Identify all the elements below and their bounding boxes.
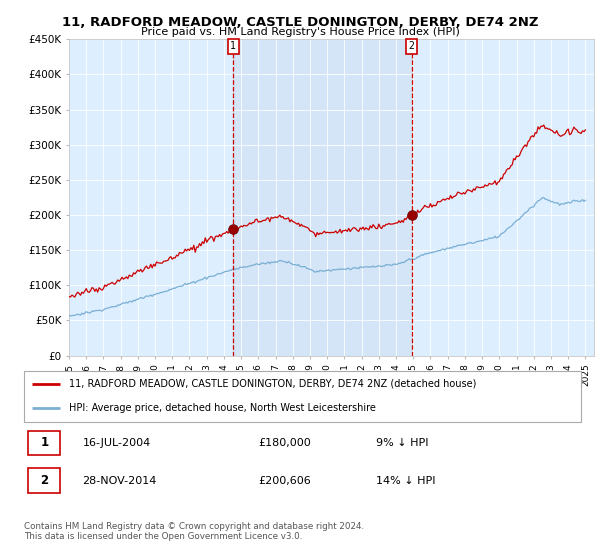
Text: HPI: Average price, detached house, North West Leicestershire: HPI: Average price, detached house, Nort… [68, 403, 376, 413]
Text: 16-JUL-2004: 16-JUL-2004 [83, 438, 151, 448]
Text: Price paid vs. HM Land Registry's House Price Index (HPI): Price paid vs. HM Land Registry's House … [140, 27, 460, 37]
Text: 11, RADFORD MEADOW, CASTLE DONINGTON, DERBY, DE74 2NZ (detached house): 11, RADFORD MEADOW, CASTLE DONINGTON, DE… [68, 379, 476, 389]
Text: Contains HM Land Registry data © Crown copyright and database right 2024.
This d: Contains HM Land Registry data © Crown c… [24, 522, 364, 542]
Text: 1: 1 [230, 41, 236, 51]
FancyBboxPatch shape [28, 431, 60, 455]
Text: 11, RADFORD MEADOW, CASTLE DONINGTON, DERBY, DE74 2NZ: 11, RADFORD MEADOW, CASTLE DONINGTON, DE… [62, 16, 538, 29]
Text: 2: 2 [40, 474, 49, 487]
FancyBboxPatch shape [28, 468, 60, 493]
FancyBboxPatch shape [24, 371, 581, 422]
Text: 28-NOV-2014: 28-NOV-2014 [83, 476, 157, 486]
Text: £200,606: £200,606 [259, 476, 311, 486]
Text: 2: 2 [409, 41, 415, 51]
Bar [233, 39, 412, 356]
Text: 9% ↓ HPI: 9% ↓ HPI [376, 438, 428, 448]
Text: 1: 1 [40, 436, 49, 450]
Text: £180,000: £180,000 [259, 438, 311, 448]
Text: 14% ↓ HPI: 14% ↓ HPI [376, 476, 435, 486]
